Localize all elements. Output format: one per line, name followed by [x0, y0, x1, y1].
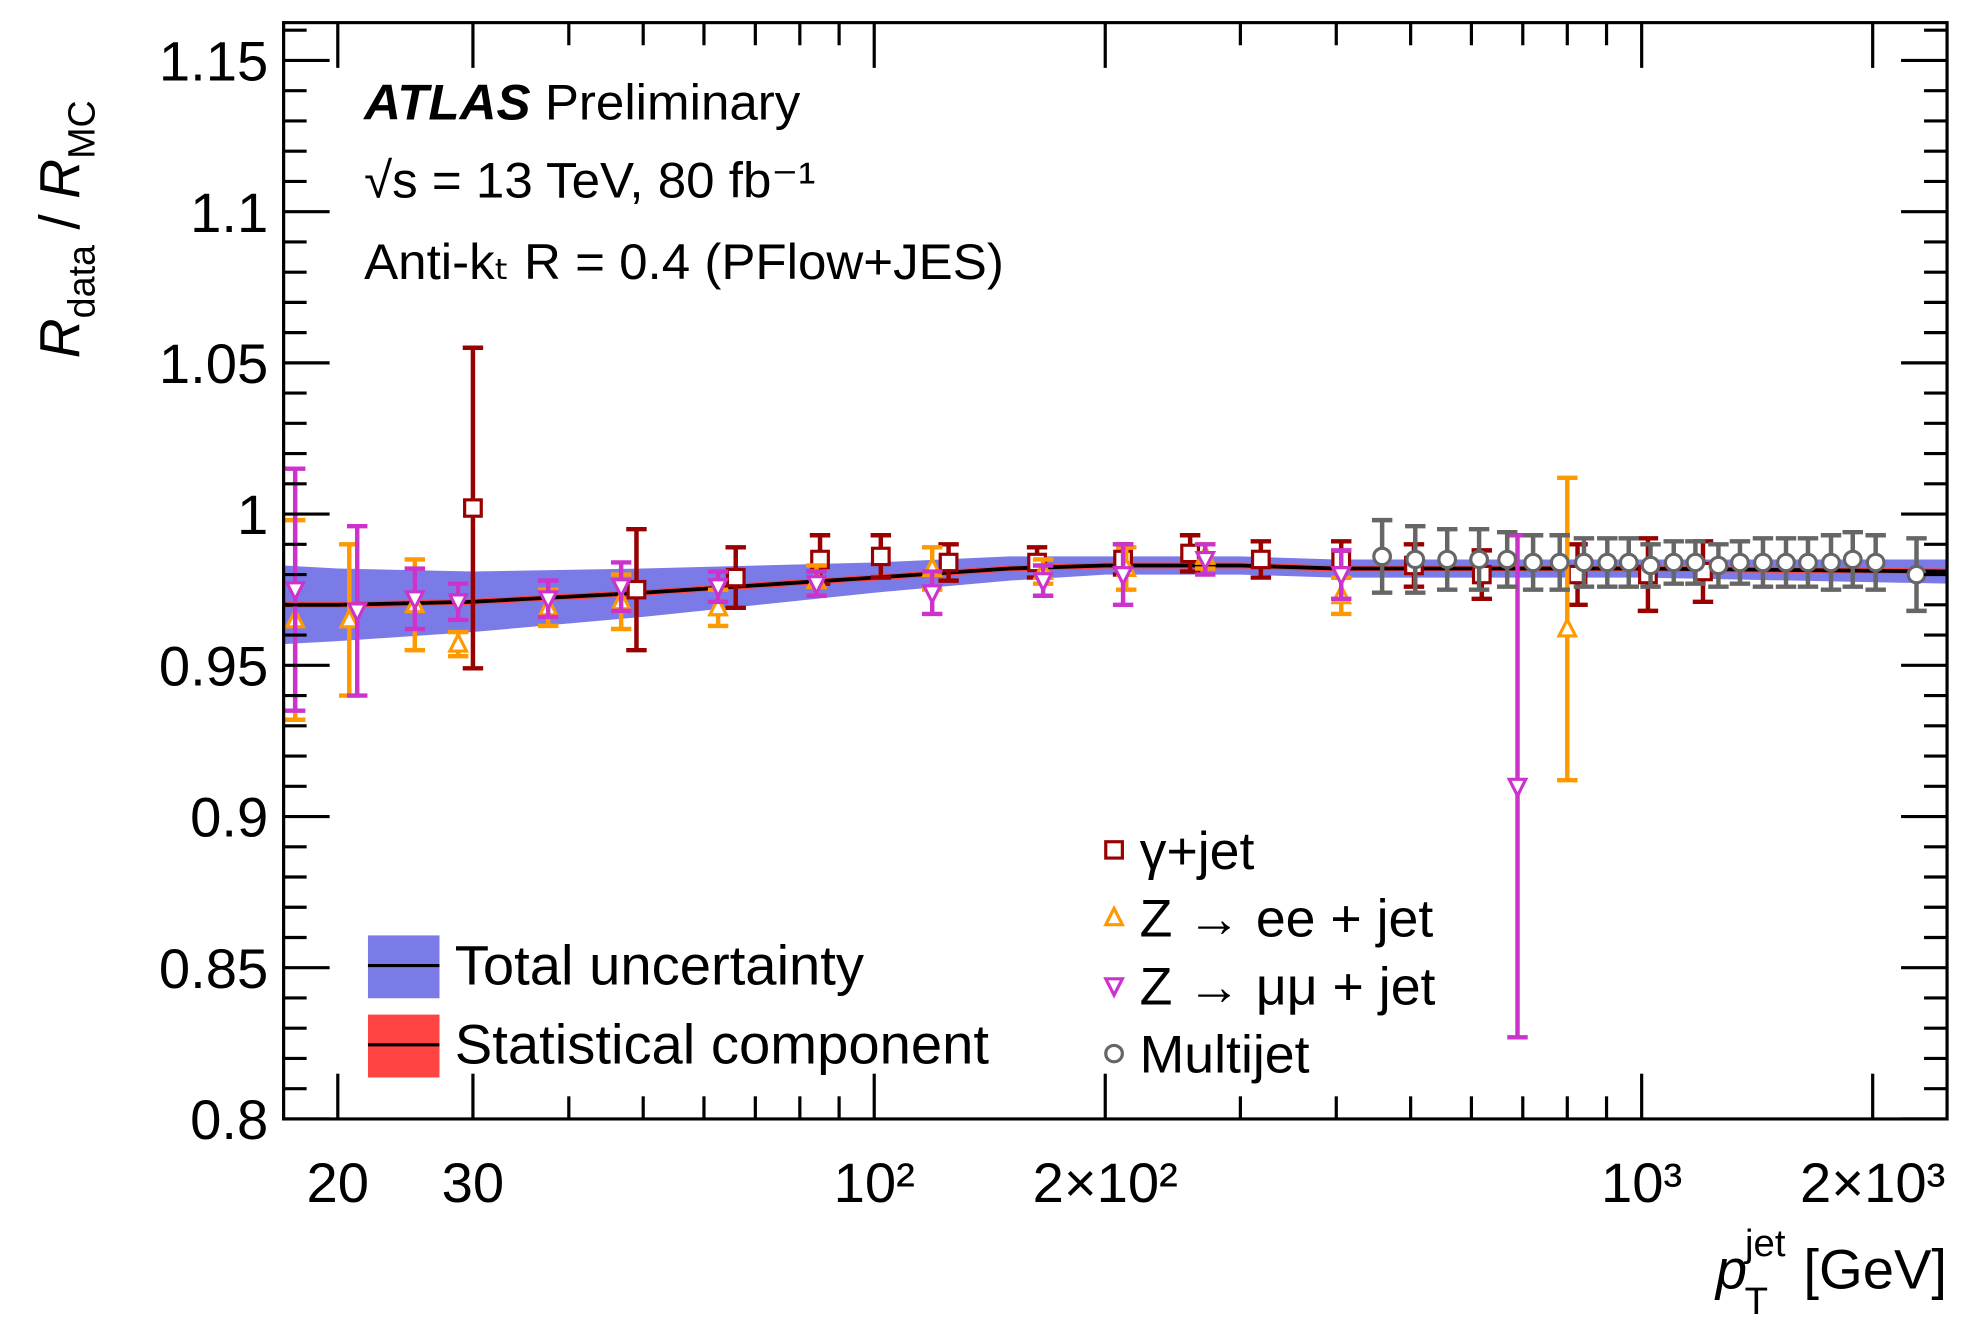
marker [1103, 904, 1125, 927]
y-tick-label: 1.05 [159, 333, 268, 395]
marker [1549, 552, 1570, 573]
marker [284, 581, 307, 603]
marker [1194, 550, 1217, 573]
marker [1708, 555, 1729, 576]
algorithm-label: Anti-kₜ R = 0.4 (PFlow+JES) [364, 233, 1004, 290]
energy-label: √s = 13 TeV, 80 fb⁻¹ [364, 152, 815, 209]
plot-frame [282, 21, 1949, 1121]
y-tick-label: 1 [237, 485, 268, 547]
x-symbol: p [1714, 1239, 1747, 1301]
marker [1112, 566, 1134, 588]
marker [870, 546, 891, 567]
marker [1618, 552, 1639, 573]
atlas-label: ATLAS Preliminary [362, 74, 801, 131]
marker [1865, 552, 1886, 573]
marker [1523, 552, 1543, 573]
y-tick-label: 1.15 [159, 31, 268, 93]
y-tick-label: 0.85 [159, 938, 268, 1000]
uncertainty-band [283, 556, 1948, 645]
marker [1730, 552, 1750, 573]
y-sub: data [61, 244, 103, 318]
x-tick-label: 10² [834, 1152, 915, 1214]
legend-label: Z → ee + jet [1140, 890, 1434, 949]
x-axis-label: p Tjet [GeV] [1714, 1223, 1947, 1322]
marker [1104, 840, 1124, 860]
legend-label: Multijet [1140, 1026, 1310, 1085]
x-tick-label: 2×10² [1033, 1152, 1178, 1214]
marker [338, 606, 361, 629]
marker [1574, 552, 1594, 573]
legend-label: Z → μμ + jet [1140, 958, 1436, 1017]
marker [1471, 564, 1492, 585]
marker [938, 552, 959, 573]
marker [707, 578, 729, 600]
marker [707, 594, 729, 617]
marker [610, 578, 633, 600]
axes: 0.8 0.85 0.9 0.95 1 1.05 1.1 1.15 20 30 10² 2×10² 10… [159, 22, 1948, 1214]
marker [1250, 549, 1271, 570]
marker [1821, 552, 1841, 573]
marker [1906, 564, 1927, 585]
marker [1497, 549, 1518, 570]
marker [1597, 552, 1618, 573]
y-symbol2: R [29, 159, 91, 199]
marker [1330, 566, 1353, 588]
marker [1685, 552, 1706, 573]
points [284, 345, 1927, 1040]
central-line [283, 563, 1948, 607]
marker [346, 602, 369, 624]
status: Preliminary [545, 74, 801, 131]
y-tick-label: 1.1 [190, 182, 268, 244]
marker [463, 498, 483, 518]
x-tick-label: 10³ [1601, 1152, 1682, 1214]
x-tick-label: 2×10³ [1800, 1152, 1945, 1214]
y-slash: / [29, 199, 91, 245]
marker [1640, 555, 1661, 576]
marker [1103, 977, 1125, 999]
x-unit: [GeV] [1803, 1239, 1947, 1301]
marker [1104, 1043, 1124, 1064]
marker [805, 575, 828, 597]
marker [1842, 549, 1863, 570]
marker [1506, 777, 1529, 800]
marker [1372, 546, 1393, 567]
marker [1437, 549, 1458, 570]
marker [447, 631, 470, 653]
marker [537, 590, 560, 612]
marker [1469, 549, 1489, 570]
marker [1798, 552, 1818, 573]
x-tick-label: 30 [442, 1152, 505, 1214]
experiment: ATLAS [362, 74, 531, 131]
marker [1405, 549, 1426, 570]
y-axis-label: Rdata / RMC [29, 100, 104, 358]
x-tick-label: 20 [307, 1152, 370, 1214]
y-tick-label: 0.9 [190, 787, 268, 849]
marker [921, 584, 944, 606]
y-tick-label: 0.95 [159, 636, 268, 698]
marker [403, 590, 426, 612]
marker [1776, 552, 1796, 573]
legend: Total uncertainty Statistical component γ+… [367, 822, 1436, 1085]
legend-label: Total uncertainty [455, 935, 864, 997]
legend-label: Statistical component [455, 1014, 990, 1076]
y-tick-label: 0.8 [190, 1089, 268, 1151]
marker [626, 579, 647, 600]
marker [1663, 552, 1684, 573]
y-symbol: R [29, 318, 91, 358]
marker [1753, 552, 1773, 573]
y-sub2: MC [61, 100, 103, 159]
marker [1556, 616, 1579, 638]
legend-label: γ+jet [1140, 822, 1255, 881]
marker [447, 593, 470, 615]
marker [725, 567, 746, 588]
x-sup: jet [1744, 1223, 1786, 1265]
x-sub: T [1745, 1281, 1768, 1323]
marker [1032, 572, 1055, 594]
